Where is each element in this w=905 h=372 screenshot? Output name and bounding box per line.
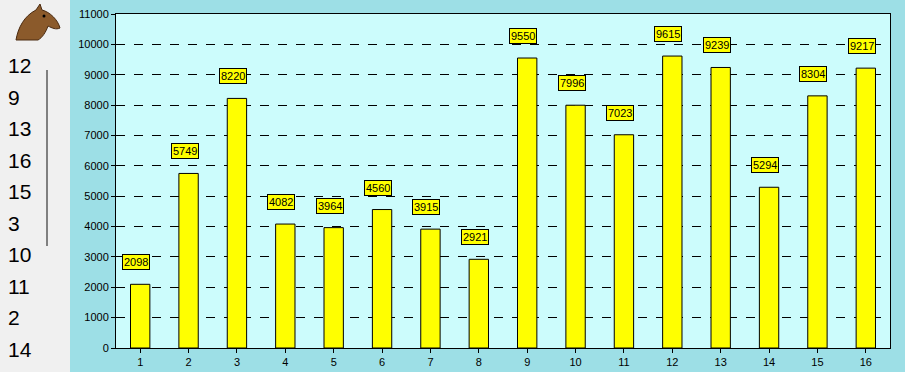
html-text:13: 13 [8,117,32,140]
svg-text:0: 0 [103,342,109,354]
svg-text:2921: 2921 [463,231,487,243]
html-text:14: 14 [8,337,32,361]
svg-text:3915: 3915 [414,201,438,213]
svg-text:1000: 1000 [84,311,108,323]
svg-text:7: 7 [427,356,433,368]
svg-text:4000: 4000 [84,220,108,232]
svg-text:1: 1 [137,356,143,368]
svg-text:6: 6 [379,356,385,368]
svg-text:7023: 7023 [608,107,632,119]
svg-text:4560: 4560 [366,182,390,194]
html-text:9: 9 [8,85,20,109]
svg-text:9615: 9615 [656,28,680,40]
svg-text:15: 15 [811,356,823,368]
svg-text:11: 11 [618,356,629,368]
html-text:12: 12 [8,54,32,77]
svg-text:14: 14 [763,356,775,368]
html-text:10: 10 [8,243,32,266]
svg-text:6000: 6000 [84,160,108,172]
svg-text:16: 16 [860,356,872,368]
svg-text:2: 2 [185,356,191,368]
svg-text:3: 3 [234,356,240,368]
svg-text:10000: 10000 [78,38,109,50]
svg-text:7000: 7000 [84,129,108,141]
svg-text:4082: 4082 [269,196,293,208]
svg-text:2098: 2098 [124,256,148,268]
svg-text:12: 12 [666,356,678,368]
svg-text:9239: 9239 [705,39,729,51]
svg-text:4: 4 [282,356,288,368]
svg-text:5: 5 [331,356,337,368]
svg-text:3000: 3000 [84,251,108,263]
svg-text:8304: 8304 [801,68,825,80]
svg-text:8000: 8000 [84,99,108,111]
svg-text:11000: 11000 [79,8,109,20]
svg-text:9550: 9550 [511,30,535,42]
svg-text:7996: 7996 [560,77,584,89]
svg-text:10: 10 [569,356,581,368]
html-text:11: 11 [8,274,30,298]
svg-text:5000: 5000 [84,190,108,202]
html-text:16: 16 [8,148,32,172]
svg-text:13: 13 [715,356,727,368]
svg-text:3964: 3964 [318,200,342,212]
html-text:3: 3 [8,211,20,235]
svg-text:8: 8 [476,356,482,368]
svg-text:9217: 9217 [850,40,874,52]
svg-text:5294: 5294 [753,159,777,171]
html-text:15: 15 [8,180,32,203]
svg-text:8220: 8220 [221,70,245,82]
svg-text:9000: 9000 [84,69,108,81]
svg-text:2000: 2000 [84,281,108,293]
svg-text:5749: 5749 [173,145,197,157]
svg-text:9: 9 [524,356,530,368]
html-text:2: 2 [8,306,20,329]
